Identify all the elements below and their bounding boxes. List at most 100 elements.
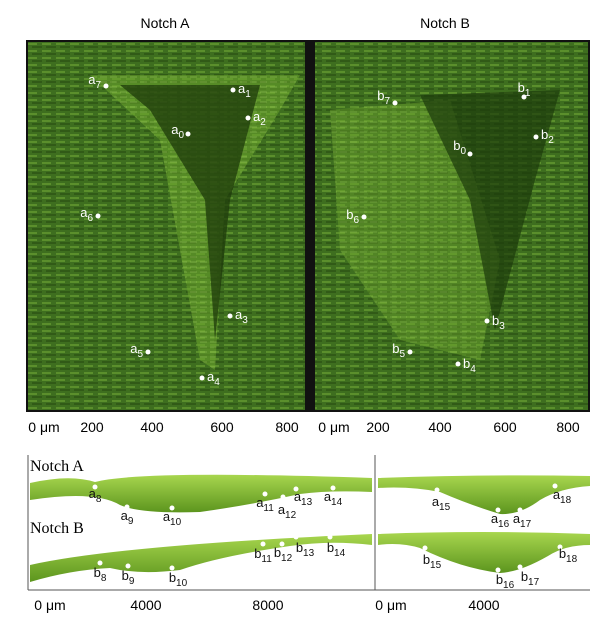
- point-label: a10: [163, 509, 182, 528]
- point-letter: b: [518, 80, 525, 95]
- point-subscript: 4: [214, 377, 220, 388]
- panel-title: Notch B: [420, 15, 470, 31]
- point-dot: [227, 313, 233, 319]
- point-label: b9: [122, 568, 135, 587]
- point-letter: a: [513, 511, 521, 526]
- point-dot: [185, 131, 191, 137]
- axis-label: 400: [428, 419, 452, 435]
- point-dot: [521, 94, 527, 100]
- point-dot: [95, 213, 101, 219]
- point-letter: b: [169, 570, 176, 585]
- point-label: b6: [346, 207, 359, 226]
- point-subscript: 6: [353, 215, 359, 226]
- point-label: a12: [278, 502, 297, 521]
- axis-label: 0 μm: [318, 419, 349, 435]
- point-dot: [230, 87, 236, 93]
- point-label: a4: [207, 369, 220, 388]
- point-subscript: 16: [503, 580, 515, 591]
- point-letter: a: [80, 205, 88, 220]
- point-subscript: 12: [281, 553, 293, 564]
- axis-label: 200: [366, 419, 390, 435]
- point-letter: a: [238, 81, 246, 96]
- point-label: a7: [88, 72, 101, 91]
- point-dot: [517, 507, 523, 513]
- point-label: b1: [518, 80, 531, 99]
- axis-label: 800: [556, 419, 580, 435]
- point-subscript: 7: [95, 80, 101, 91]
- point-dot: [245, 115, 251, 121]
- point-subscript: 1: [525, 88, 531, 99]
- point-label: b14: [327, 540, 346, 559]
- point-dot: [97, 560, 103, 566]
- point-dot: [124, 504, 130, 510]
- axis-label: 600: [210, 419, 234, 435]
- point-dot: [434, 487, 440, 493]
- point-dot: [467, 151, 473, 157]
- axis-label: 800: [275, 419, 299, 435]
- point-subscript: 5: [399, 349, 405, 360]
- point-dot: [293, 486, 299, 492]
- point-label: a11: [256, 495, 274, 514]
- point-letter: b: [377, 88, 384, 103]
- point-label: a17: [513, 511, 532, 530]
- point-subscript: 8: [101, 573, 107, 584]
- point-label: b0: [453, 138, 466, 157]
- point-subscript: 15: [439, 502, 451, 513]
- point-dot: [422, 545, 428, 551]
- point-letter: a: [207, 369, 215, 384]
- point-subscript: 10: [176, 578, 188, 589]
- point-label: b11: [254, 546, 272, 565]
- point-dot: [145, 349, 151, 355]
- profile-shape: [30, 534, 372, 582]
- point-subscript: 14: [331, 497, 343, 508]
- point-subscript: 16: [498, 519, 510, 530]
- point-subscript: 13: [303, 548, 315, 559]
- point-label: b12: [274, 545, 293, 564]
- axis-label: 8000: [252, 597, 283, 613]
- point-dot: [103, 83, 109, 89]
- point-subscript: 9: [129, 576, 135, 587]
- point-letter: b: [453, 138, 460, 153]
- point-dot: [361, 214, 367, 220]
- point-dot: [125, 563, 131, 569]
- point-subscript: 10: [170, 517, 182, 528]
- point-label: b5: [392, 341, 405, 360]
- notch-shadow: [420, 90, 560, 330]
- point-letter: b: [521, 569, 528, 584]
- point-letter: a: [88, 72, 96, 87]
- profile-shape: [30, 474, 372, 513]
- point-dot: [392, 100, 398, 106]
- point-subscript: 0: [178, 130, 184, 141]
- profile-shape: [378, 475, 590, 515]
- point-dot: [407, 349, 413, 355]
- point-label: b16: [496, 572, 515, 591]
- wear-band: [90, 75, 300, 370]
- point-dot: [484, 318, 490, 324]
- point-letter: a: [253, 109, 261, 124]
- point-letter: a: [130, 341, 138, 356]
- point-dot: [517, 564, 523, 570]
- point-letter: a: [324, 489, 332, 504]
- point-dot: [552, 483, 558, 489]
- point-label: a5: [130, 341, 143, 360]
- point-label: b4: [463, 356, 476, 375]
- point-label: b3: [492, 313, 505, 332]
- point-subscript: 15: [430, 560, 442, 571]
- point-letter: a: [89, 486, 97, 501]
- point-letter: b: [496, 572, 503, 587]
- point-label: a16: [491, 511, 510, 530]
- point-label: a15: [432, 494, 451, 513]
- point-letter: a: [121, 508, 129, 523]
- point-dot: [533, 134, 539, 140]
- profile-shape: [378, 532, 590, 573]
- point-dot: [260, 541, 266, 547]
- axis-label: 4000: [130, 597, 161, 613]
- panel-title: Notch A: [140, 15, 190, 31]
- point-subscript: 1: [245, 89, 251, 100]
- point-letter: b: [559, 546, 566, 561]
- point-label: a13: [294, 489, 313, 508]
- point-letter: a: [491, 511, 499, 526]
- point-subscript: 9: [128, 516, 134, 527]
